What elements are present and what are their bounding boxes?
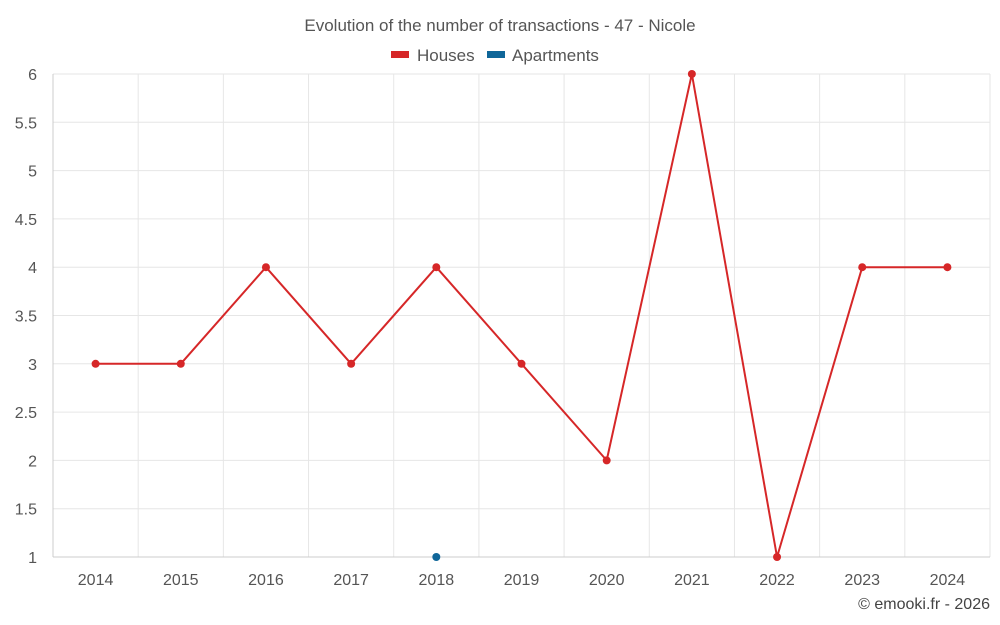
y-tick-label: 6 [28,67,37,84]
x-tick-label: 2021 [674,572,710,589]
y-tick-label: 5.5 [15,115,37,132]
legend-item-houses[interactable]: Houses [391,46,475,65]
x-tick-label: 2014 [78,572,114,589]
y-tick-label: 5 [28,164,37,181]
x-tick-label: 2023 [844,572,880,589]
legend-label-apartments: Apartments [512,46,599,65]
data-point-apartments[interactable] [432,553,441,561]
y-tick-label: 1 [28,550,37,567]
credit-text: © emooki.fr - 2026 [858,596,990,613]
data-point-houses[interactable] [602,456,611,465]
data-point-houses[interactable] [943,263,952,272]
x-tick-label: 2016 [248,572,284,589]
y-tick-label: 4 [28,260,37,277]
x-tick-label: 2019 [504,572,540,589]
y-tick-label: 3.5 [15,309,37,326]
data-point-houses[interactable] [432,263,441,272]
y-tick-labels: 1 1.5 2 2.5 3 3.5 4 4.5 5 5.5 6 [15,67,37,567]
legend-swatch-apartments [487,51,505,58]
x-tick-label: 2017 [333,572,369,589]
y-tick-label: 2 [28,453,37,470]
y-tick-label: 2.5 [15,405,37,422]
y-tick-label: 3 [28,357,37,374]
chart-title: Evolution of the number of transactions … [304,16,695,35]
x-tick-labels: 2014 2015 2016 2017 2018 2019 2020 2021 2022 2023… [78,572,966,589]
data-point-houses[interactable] [517,359,526,368]
y-tick-label: 1.5 [15,502,37,519]
data-point-houses[interactable] [773,553,782,561]
grid [52,73,991,558]
x-tick-label: 2022 [759,572,795,589]
legend-label-houses: Houses [417,46,475,65]
legend-swatch-houses [391,51,409,58]
data-point-houses[interactable] [176,359,185,368]
data-point-houses[interactable] [347,359,356,368]
data-point-houses[interactable] [687,70,696,78]
data-point-houses[interactable] [261,263,270,272]
axes [52,74,990,558]
x-tick-label: 2018 [419,572,455,589]
legend: Houses Apartments [391,46,599,65]
y-tick-label: 4.5 [15,212,37,229]
x-tick-label: 2015 [163,572,199,589]
legend-item-apartments[interactable]: Apartments [487,46,599,65]
data-point-houses[interactable] [858,263,867,272]
x-tick-label: 2024 [930,572,966,589]
series [91,70,952,561]
x-tick-label: 2020 [589,572,625,589]
data-point-houses[interactable] [91,359,100,368]
